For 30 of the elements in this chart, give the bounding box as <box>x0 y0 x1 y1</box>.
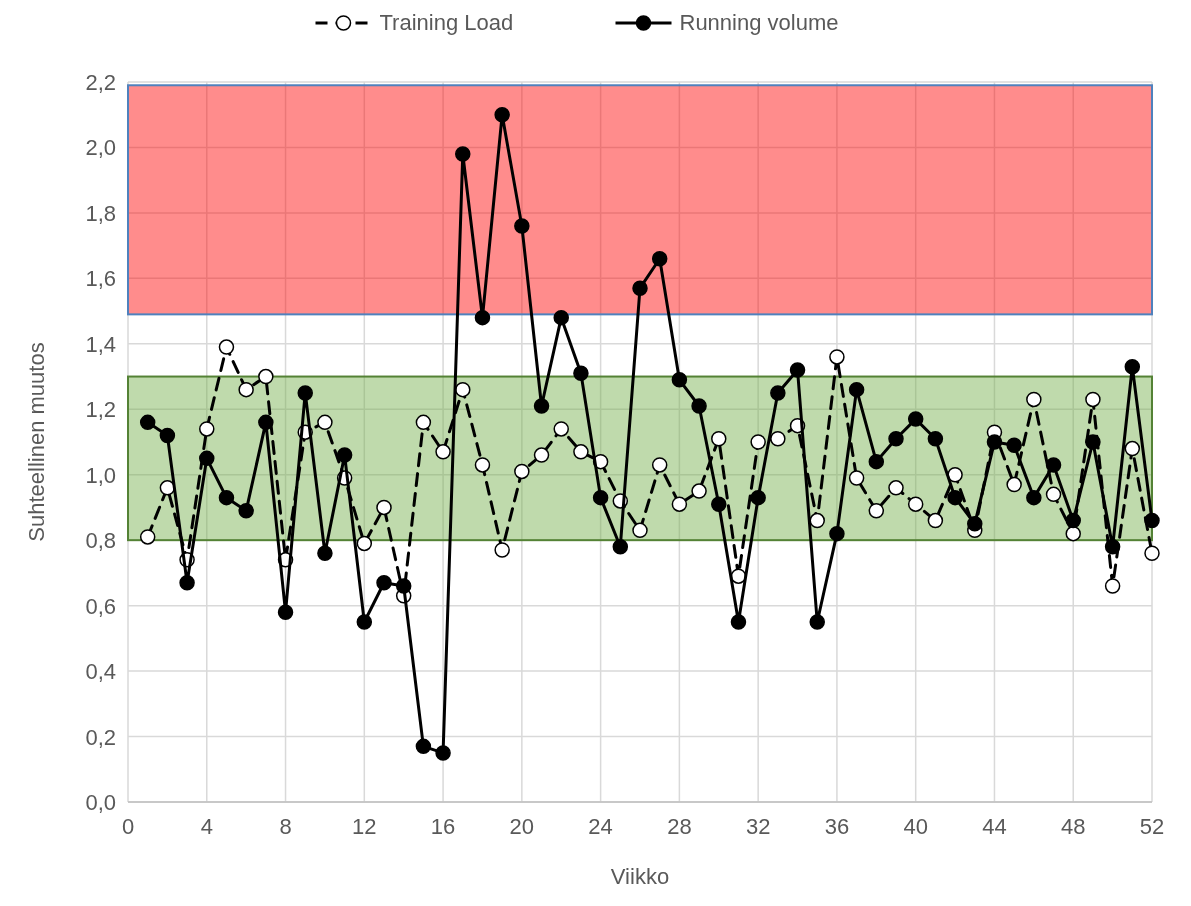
y-tick-label: 1,4 <box>85 331 116 357</box>
x-tick-label: 0 <box>121 814 135 839</box>
x-tick-label: 4 <box>200 814 213 839</box>
legend-label: Training Load <box>379 10 514 35</box>
y-tick-label: 1,6 <box>85 266 116 292</box>
x-tick-label: 52 <box>1139 814 1165 839</box>
y-tick-label: 1,0 <box>85 462 116 488</box>
x-tick-label: 12 <box>352 814 377 839</box>
x-axis-title: Viikko <box>610 864 670 889</box>
y-tick-label: 0,8 <box>85 528 116 554</box>
legend-label: Running volume <box>679 10 839 35</box>
x-tick-label: 24 <box>588 814 613 839</box>
x-tick-label: 32 <box>745 814 771 839</box>
y-tick-label: 2,2 <box>85 70 116 95</box>
y-axis-title: Suhteellinen muutos <box>24 342 49 542</box>
x-tick-label: 28 <box>667 814 692 839</box>
y-tick-label: 0,2 <box>85 724 116 750</box>
x-tick-label: 16 <box>430 814 456 839</box>
x-tick-label: 48 <box>1060 814 1086 839</box>
x-tick-label: 36 <box>824 814 850 839</box>
x-tick-label: 8 <box>279 814 292 839</box>
y-tick-label: 1,2 <box>85 397 116 423</box>
y-tick-label: 0,4 <box>85 659 116 685</box>
y-tick-label: 0,0 <box>85 790 116 815</box>
x-tick-label: 44 <box>982 814 1007 839</box>
y-tick-label: 1,8 <box>85 200 116 226</box>
x-tick-label: 20 <box>509 814 535 839</box>
y-tick-label: 2,0 <box>85 135 116 161</box>
x-tick-label: 40 <box>903 814 928 839</box>
y-tick-label: 0,6 <box>85 593 116 619</box>
